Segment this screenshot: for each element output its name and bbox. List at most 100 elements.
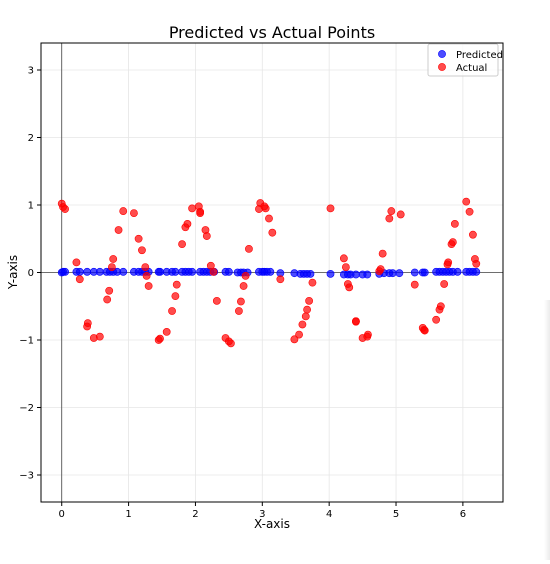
predicted-point (119, 267, 128, 276)
actual-point (75, 275, 84, 284)
actual-point (462, 197, 471, 206)
actual-point (364, 330, 372, 339)
actual-point (245, 244, 253, 253)
actual-point (450, 219, 459, 228)
actual-point (345, 283, 354, 292)
predicted-point (420, 268, 429, 277)
actual-point (130, 209, 138, 217)
predicted-point (306, 269, 315, 278)
y-tick-label: 1 (28, 201, 34, 212)
predicted-point (83, 267, 92, 276)
actual-point (376, 265, 385, 274)
actual-point (420, 326, 429, 335)
actual-point (103, 295, 112, 304)
actual-point (134, 234, 143, 243)
actual-point (396, 210, 405, 219)
actual-point (465, 207, 474, 216)
x-tick-label: 3 (259, 509, 265, 520)
actual-point (241, 271, 250, 280)
predicted-point (95, 267, 104, 276)
actual-point (168, 307, 176, 315)
predicted-point (326, 269, 335, 278)
predicted-point (188, 267, 197, 276)
actual-point (469, 230, 477, 239)
actual-point (352, 317, 360, 325)
actual-point (156, 334, 164, 343)
actual-point (61, 205, 69, 213)
series-actual (57, 197, 481, 348)
actual-point (444, 258, 453, 267)
actual-point (212, 296, 221, 305)
actual-point (95, 332, 104, 341)
y-tick-label: −1 (19, 336, 34, 347)
actual-point (105, 286, 114, 295)
x-tick-label: 5 (393, 509, 399, 520)
actual-point (109, 255, 118, 263)
predicted-point (61, 267, 69, 276)
actual-point (172, 280, 181, 289)
actual-point (276, 275, 285, 284)
actual-point (378, 249, 387, 258)
legend-marker-actual (438, 63, 446, 71)
actual-point (385, 214, 394, 223)
actual-point (114, 226, 123, 234)
actual-point (298, 320, 307, 329)
x-tick-label: 0 (59, 509, 65, 520)
actual-point (226, 339, 235, 348)
actual-point (235, 307, 243, 315)
predicted-point (453, 267, 462, 276)
predicted-point (156, 267, 164, 276)
predicted-point (410, 268, 419, 277)
actual-point (268, 228, 277, 237)
actual-point (178, 240, 186, 249)
actual-point (339, 254, 348, 263)
predicted-point (395, 269, 404, 278)
y-axis-label: Y-axis (6, 255, 20, 290)
actual-point (303, 305, 312, 314)
actual-point (162, 327, 171, 336)
predicted-point (363, 270, 372, 279)
legend-label-predicted: Predicted (456, 50, 503, 61)
actual-point (237, 297, 245, 306)
actual-point (209, 267, 218, 276)
actual-point (387, 207, 396, 215)
predicted-point (75, 267, 84, 276)
actual-point (202, 232, 211, 240)
actual-point (83, 319, 92, 328)
actual-point (138, 246, 146, 255)
actual-point (432, 315, 441, 324)
predicted-point (352, 270, 360, 279)
chart-title: Predicted vs Actual Points (169, 23, 375, 42)
x-tick-label: 2 (192, 509, 198, 520)
actual-point (295, 330, 303, 339)
axis-ticks: 0 1 2 3 4 5 6 −3 −2 −1 0 1 2 3 (19, 66, 466, 521)
predicted-point (472, 267, 481, 276)
series-predicted (57, 267, 481, 279)
legend-label-actual: Actual (456, 63, 487, 74)
actual-point (308, 278, 317, 287)
actual-point (142, 271, 151, 280)
actual-point (196, 209, 205, 217)
y-tick-label: 2 (28, 133, 34, 144)
actual-point (341, 263, 350, 271)
y-tick-label: 0 (28, 268, 34, 279)
predicted-point (171, 267, 180, 276)
actual-point (261, 204, 270, 213)
actual-point (410, 280, 419, 289)
x-tick-label: 4 (326, 509, 332, 520)
predicted-point (266, 267, 275, 276)
y-tick-label: −2 (19, 403, 34, 414)
x-tick-label: 6 (460, 509, 466, 520)
predicted-point (224, 267, 233, 276)
x-axis-label: X-axis (254, 517, 290, 531)
actual-point (171, 292, 180, 301)
y-tick-label: −3 (19, 471, 34, 482)
actual-point (107, 263, 116, 271)
actual-point (472, 259, 481, 268)
legend: Predicted Actual (427, 43, 503, 77)
actual-point (239, 282, 248, 290)
actual-point (305, 296, 314, 305)
